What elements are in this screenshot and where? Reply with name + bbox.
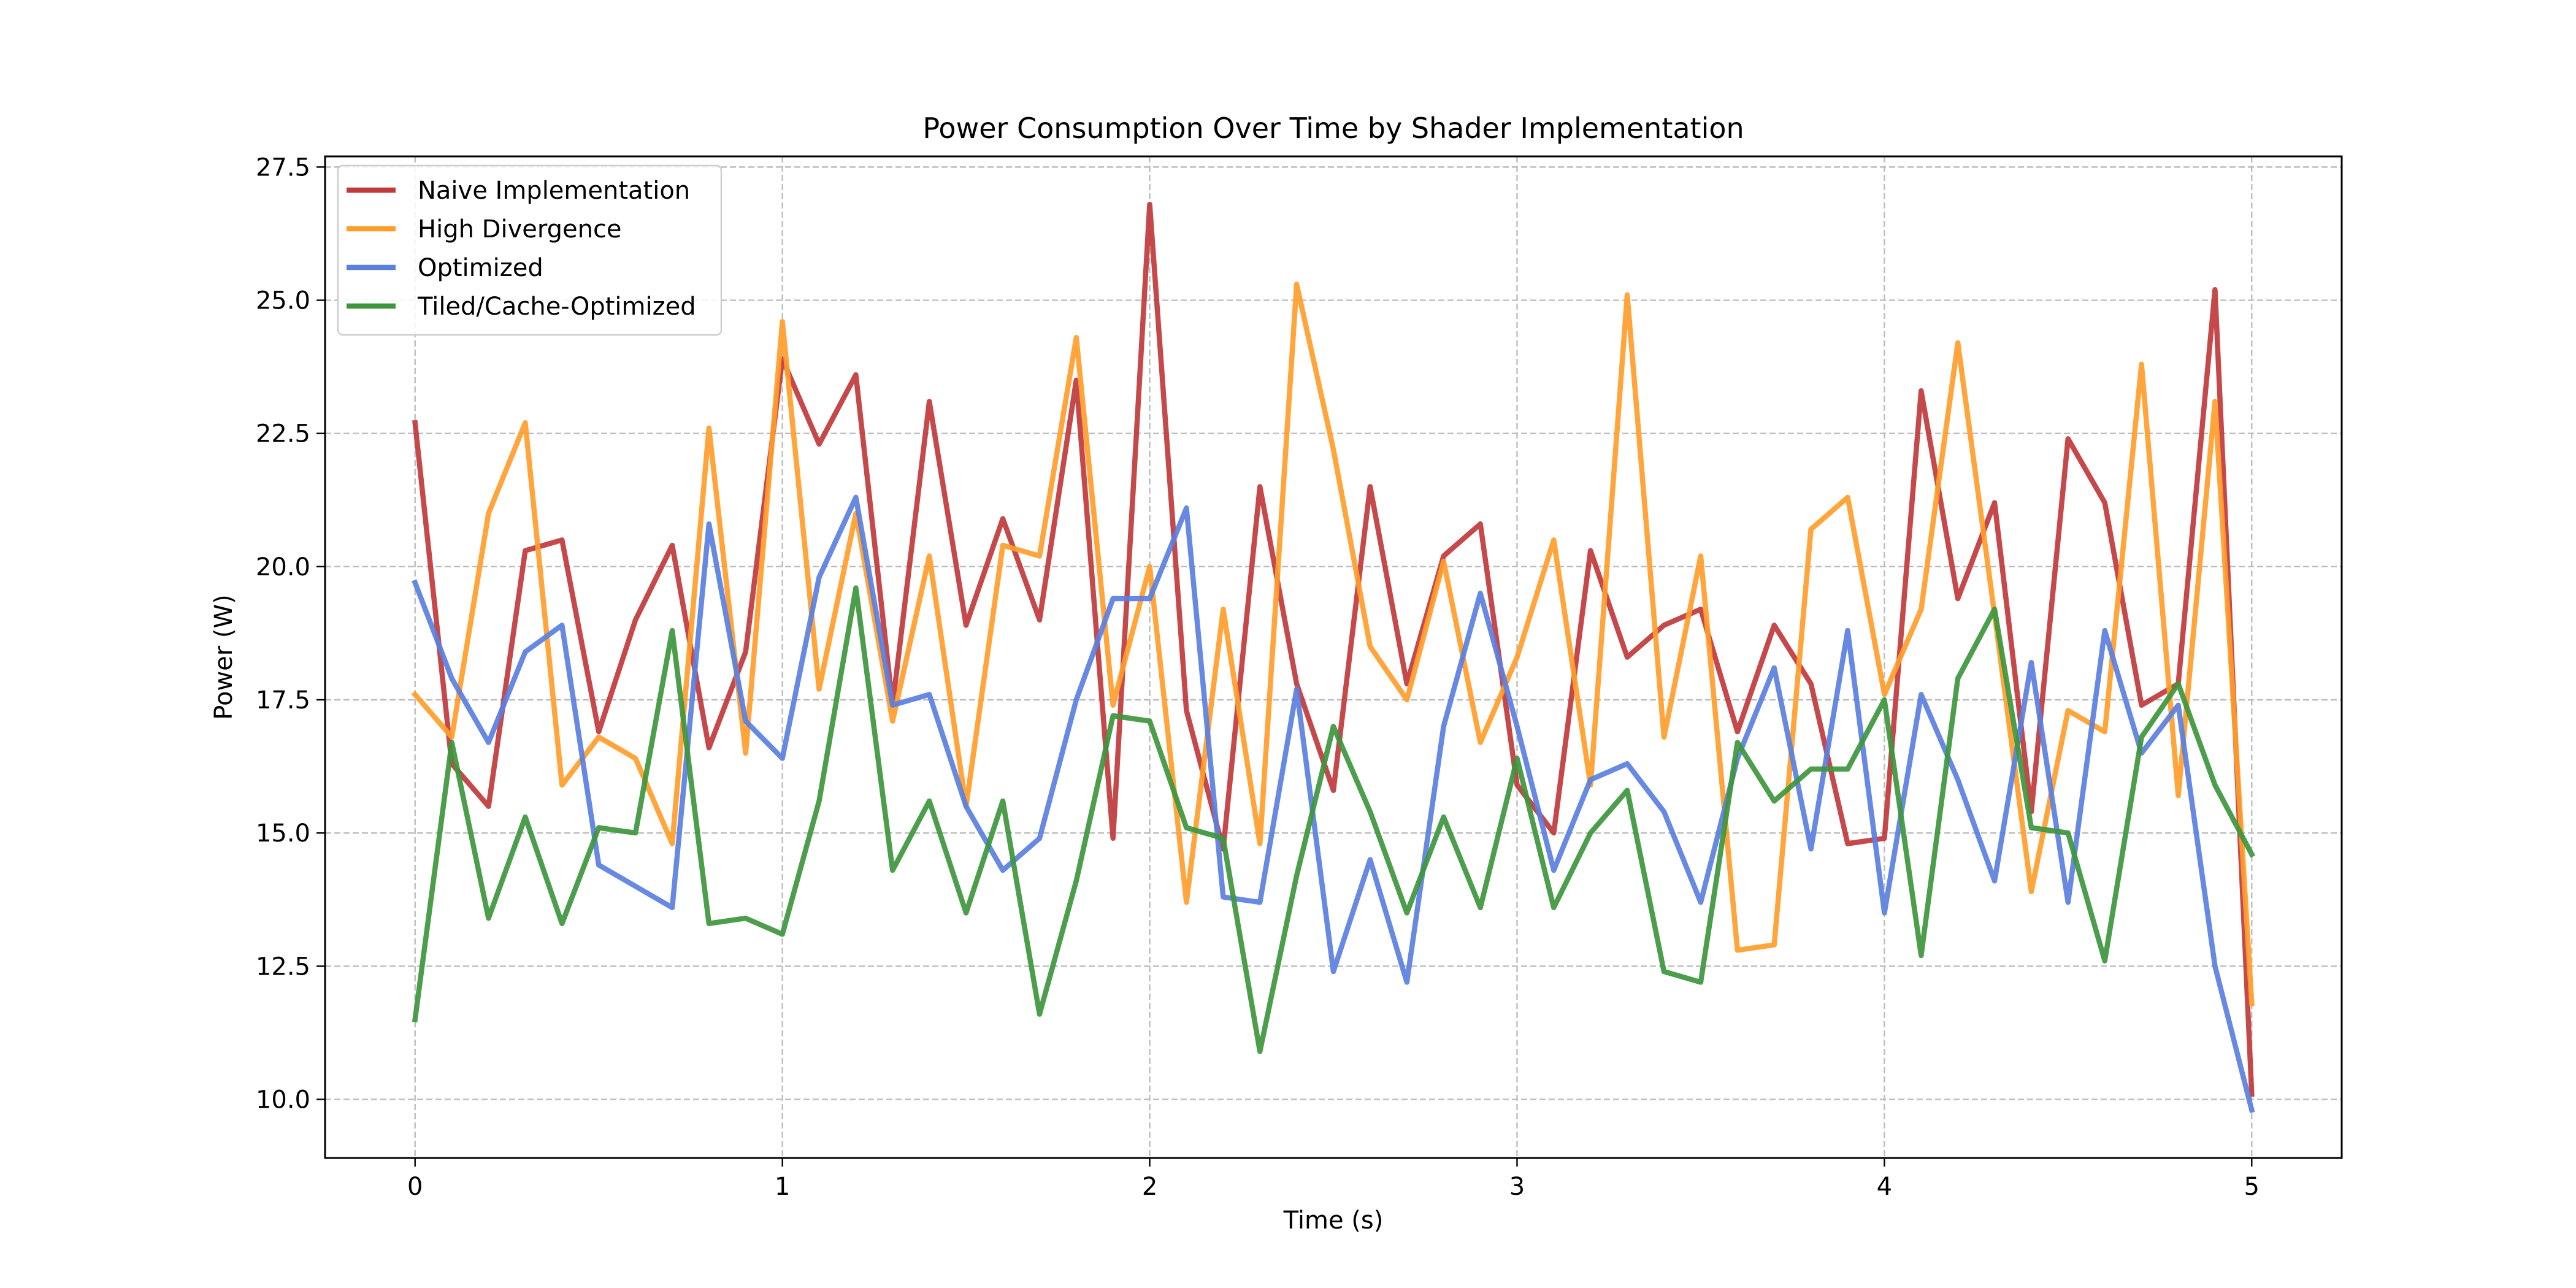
y-tick-label: 15.0 xyxy=(256,819,310,848)
plot-frame xyxy=(324,155,2343,1159)
x-tick-label: 1 xyxy=(775,1173,790,1201)
legend-label: Tiled/Cache-Optimized xyxy=(417,293,696,321)
y-axis: 10.0 12.5 15.0 17.5 20.0 22.5 25.0 27.5 xyxy=(256,153,325,1114)
y-tick-label: 22.5 xyxy=(256,420,310,448)
x-tick-label: 4 xyxy=(1877,1173,1892,1201)
chart-title: Power Consumption Over Time by Shader Im… xyxy=(922,112,1744,145)
series-layer xyxy=(411,201,2256,1113)
y-tick-label: 27.5 xyxy=(256,153,310,182)
legend: Naive Implementation High Divergence Optim… xyxy=(337,164,723,336)
y-tick-label: 20.0 xyxy=(256,553,310,581)
legend-label: Naive Implementation xyxy=(418,177,690,205)
series-line-0 xyxy=(412,201,2255,1097)
x-axis: 0 1 2 3 4 5 xyxy=(407,1158,2260,1201)
y-axis-label: Power (W) xyxy=(210,594,238,719)
y-tick-label: 12.5 xyxy=(256,953,310,981)
y-tick-label: 10.0 xyxy=(256,1086,310,1114)
x-tick-label: 0 xyxy=(407,1173,423,1201)
x-tick-label: 2 xyxy=(1142,1173,1157,1201)
y-tick-label: 25.0 xyxy=(256,287,310,315)
x-axis-label: Time (s) xyxy=(1283,1206,1384,1235)
x-tick-label: 5 xyxy=(2244,1173,2260,1201)
series-line-3 xyxy=(412,585,2256,1054)
legend-label: High Divergence xyxy=(418,215,622,243)
series-line-2 xyxy=(412,494,2255,1113)
legend-label: Optimized xyxy=(418,254,543,282)
x-tick-label: 3 xyxy=(1509,1173,1525,1201)
legend-frame xyxy=(337,164,723,336)
series-line-1 xyxy=(411,282,2255,1006)
y-tick-label: 17.5 xyxy=(256,686,310,715)
